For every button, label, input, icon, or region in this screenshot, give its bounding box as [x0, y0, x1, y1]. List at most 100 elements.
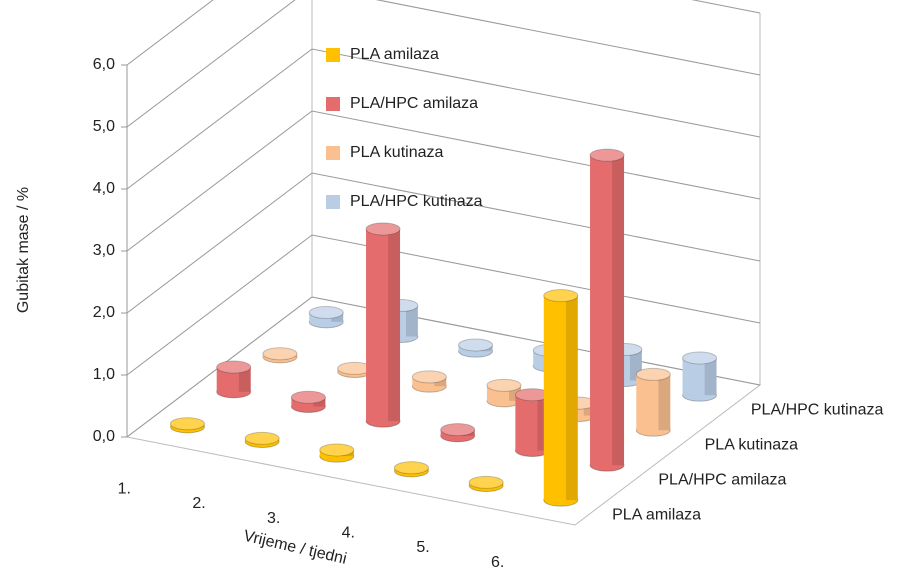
y-tick-label: 0,0 [93, 428, 115, 445]
cylinder-top [393, 461, 429, 475]
cylinder-top-light [458, 338, 493, 351]
cylinder-body [366, 228, 401, 422]
cylinder-top [682, 351, 718, 365]
cylinder-top-light [262, 347, 297, 360]
cylinder-shade [405, 305, 418, 337]
legend-swatch [326, 146, 340, 160]
cylinder-top-light [170, 417, 205, 430]
cylinder-shade [658, 374, 671, 431]
cylinder-shade [583, 403, 596, 416]
legend-label: PLA kutinaza [350, 144, 444, 161]
cylinder [262, 347, 298, 364]
cylinder-top [486, 378, 522, 392]
cylinder-top-light [245, 432, 280, 445]
legend-swatch [326, 97, 340, 111]
cylinder-top-light [216, 361, 251, 374]
cylinder-top [244, 431, 280, 445]
cylinder-top-light [543, 289, 578, 302]
cylinder-top [216, 360, 252, 374]
legend-swatch [326, 48, 340, 62]
cylinder [514, 388, 550, 457]
y-axis-label: Gubitak mase / % [15, 187, 32, 313]
cylinder-top-light [682, 351, 717, 364]
cylinder-top-light [337, 362, 372, 375]
cylinder-shade [388, 228, 401, 422]
cylinder-body [543, 295, 578, 501]
cylinder-top-light [394, 461, 429, 474]
cylinder-body [515, 394, 550, 451]
cylinder-shade [629, 349, 642, 381]
cylinder [635, 367, 671, 437]
series-axis-label: PLA/HPC amilaza [658, 472, 786, 489]
grid-line [126, 0, 761, 66]
cylinder [365, 222, 401, 428]
cylinder-shade [238, 367, 251, 392]
grid-line [126, 234, 761, 376]
cylinder-shade [537, 394, 550, 451]
cylinder-shade [313, 397, 326, 407]
legend-label: PLA/HPC amilaza [350, 95, 478, 112]
cylinder-shade [509, 385, 521, 401]
cylinder [468, 475, 504, 492]
cylinder-top-light [309, 306, 344, 319]
cylinder [589, 148, 625, 472]
cylinder [393, 461, 429, 478]
cylinder-body [590, 155, 625, 466]
cylinder-top [458, 338, 494, 352]
y-tick-label: 1,0 [93, 366, 115, 383]
legend-label: PLA amilaza [350, 46, 439, 63]
cylinder-top-light [636, 368, 671, 381]
series-axis-label: PLA amilaza [612, 507, 701, 524]
cylinder [440, 423, 476, 443]
grid-line [126, 48, 761, 190]
cylinder-top [169, 417, 205, 431]
cylinder-top [543, 289, 579, 303]
y-tick-label: 5,0 [93, 118, 115, 135]
cylinder-body [682, 357, 717, 396]
legend-label: PLA/HPC kutinaza [350, 193, 483, 210]
cylinder [290, 390, 326, 413]
y-tick-label: 2,0 [93, 304, 115, 321]
cylinder-top [589, 148, 625, 162]
cylinder-top-light [590, 149, 625, 162]
cylinder [486, 378, 522, 408]
series-axis-label: PLA/HPC kutinaza [751, 402, 884, 419]
cylinder-top-light [469, 476, 504, 489]
series-axis-label: PLA kutinaza [705, 437, 799, 454]
grid-line [126, 0, 761, 128]
cylinder-shade [331, 312, 344, 322]
x-tick-label: 5. [416, 539, 429, 556]
cylinder [216, 360, 252, 399]
y-tick-label: 6,0 [93, 56, 115, 73]
x-tick-label: 1. [118, 481, 131, 498]
cylinder-body [636, 374, 671, 431]
cylinder-top-light [366, 222, 401, 235]
grid-line [126, 110, 761, 252]
x-tick-label: 3. [267, 510, 280, 527]
cylinder-top-light [319, 443, 354, 456]
cylinder [682, 351, 718, 402]
cylinder-shade [612, 155, 625, 466]
cylinder-top [319, 443, 355, 457]
cylinder [319, 443, 355, 463]
cylinder-top [440, 423, 476, 437]
cylinder-top-light [486, 379, 521, 392]
cylinder-shade [434, 376, 447, 387]
cylinder [458, 338, 494, 358]
y-tick-label: 4,0 [93, 180, 115, 197]
cylinder-top [468, 475, 504, 489]
cylinder-top [411, 370, 447, 384]
y-tick-label: 3,0 [93, 242, 115, 259]
cylinder [543, 289, 579, 507]
cylinder-shade [704, 357, 717, 396]
cylinder [244, 431, 280, 448]
cylinder [169, 417, 205, 434]
x-tick-label: 2. [192, 495, 205, 512]
cylinder-top-light [291, 391, 326, 404]
legend-swatch [326, 195, 340, 209]
cylinder-top-light [515, 388, 550, 401]
cylinder-top [308, 306, 344, 320]
x-tick-label: 6. [491, 554, 504, 571]
